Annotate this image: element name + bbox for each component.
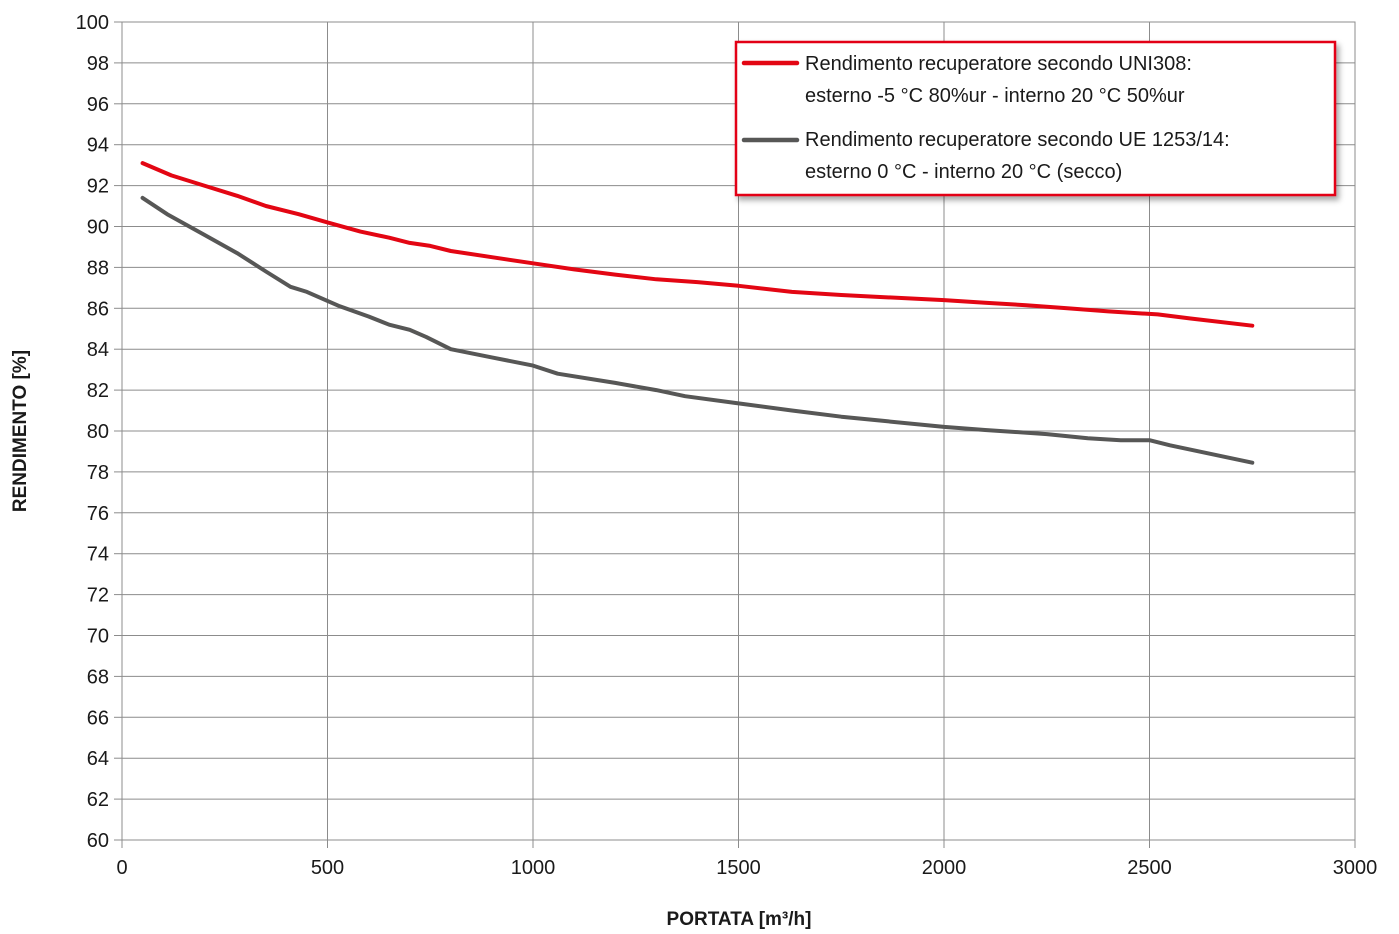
y-tick-label-88: 88 bbox=[87, 257, 109, 279]
y-tick-label-80: 80 bbox=[87, 421, 109, 443]
legend-label-uni308-line2: esterno -5 °C 80%ur - interno 20 °C 50%u… bbox=[805, 85, 1185, 107]
x-tick-label-500: 500 bbox=[311, 857, 344, 879]
svg-text:Rendimento recuperatore second: Rendimento recuperatore secondo UNI308: bbox=[805, 53, 1192, 75]
y-tick-label-92: 92 bbox=[87, 176, 109, 198]
legend-label-ue1253-line1: Rendimento recuperatore secondo UE 1253/… bbox=[805, 129, 1230, 151]
y-tick-label-68: 68 bbox=[87, 666, 109, 688]
y-axis-tick-labels: 60 62 64 66 68 70 72 74 76 78 80 82 84 86 88 90 92 94 96 98… bbox=[76, 12, 122, 852]
y-tick-label-66: 66 bbox=[87, 707, 109, 729]
legend-box bbox=[734, 40, 1337, 197]
legend: Rendimento recuperatore secondo UNI308: … bbox=[734, 40, 1337, 197]
y-tick-label-96: 96 bbox=[87, 94, 109, 116]
x-tick-label-2000: 2000 bbox=[922, 857, 967, 879]
x-axis-tick-labels: 0 500 1000 1500 2000 2500 3000 bbox=[116, 857, 1377, 879]
y-tick-label-98: 98 bbox=[87, 53, 109, 75]
y-tick-label-74: 74 bbox=[87, 544, 109, 566]
y-axis-title: RENDIMENTO [%] bbox=[10, 350, 31, 512]
legend-label-ue1253-line2: esterno 0 °C - interno 20 °C (secco) bbox=[805, 161, 1122, 183]
y-tick-label-62: 62 bbox=[87, 789, 109, 811]
y-tick-label-76: 76 bbox=[87, 503, 109, 525]
series-line-ue1253 bbox=[140, 195, 1255, 465]
y-tick-label-84: 84 bbox=[87, 339, 109, 361]
y-tick-label-94: 94 bbox=[87, 135, 109, 157]
series-layer bbox=[140, 161, 1255, 465]
y-tick-label-60: 60 bbox=[87, 830, 109, 852]
x-tick-label-1000: 1000 bbox=[511, 857, 556, 879]
y-tick-label-64: 64 bbox=[87, 748, 109, 770]
legend-label-uni308-line1: Rendimento recuperatore secondo UNI308: bbox=[805, 53, 1192, 75]
x-axis-title: PORTATA [m³/h] bbox=[667, 909, 812, 930]
x-tick-label-3000: 3000 bbox=[1333, 857, 1378, 879]
y-tick-label-100: 100 bbox=[76, 12, 109, 34]
svg-text:esterno -5 °C 80%ur - interno: esterno -5 °C 80%ur - interno 20 °C 50%u… bbox=[805, 85, 1185, 107]
y-tick-label-90: 90 bbox=[87, 217, 109, 239]
y-tick-label-82: 82 bbox=[87, 380, 109, 402]
svg-text:esterno 0 °C - interno 20 °C (: esterno 0 °C - interno 20 °C (secco) bbox=[805, 161, 1122, 183]
x-tick-label-0: 0 bbox=[116, 857, 127, 879]
series-line-uni308 bbox=[140, 161, 1255, 328]
y-tick-label-78: 78 bbox=[87, 462, 109, 484]
y-tick-label-72: 72 bbox=[87, 585, 109, 607]
y-tick-label-86: 86 bbox=[87, 298, 109, 320]
svg-text:Rendimento recuperatore second: Rendimento recuperatore secondo UE 1253/… bbox=[805, 129, 1230, 151]
x-tick-label-1500: 1500 bbox=[716, 857, 761, 879]
y-tick-label-70: 70 bbox=[87, 626, 109, 648]
x-tick-label-2500: 2500 bbox=[1127, 857, 1172, 879]
